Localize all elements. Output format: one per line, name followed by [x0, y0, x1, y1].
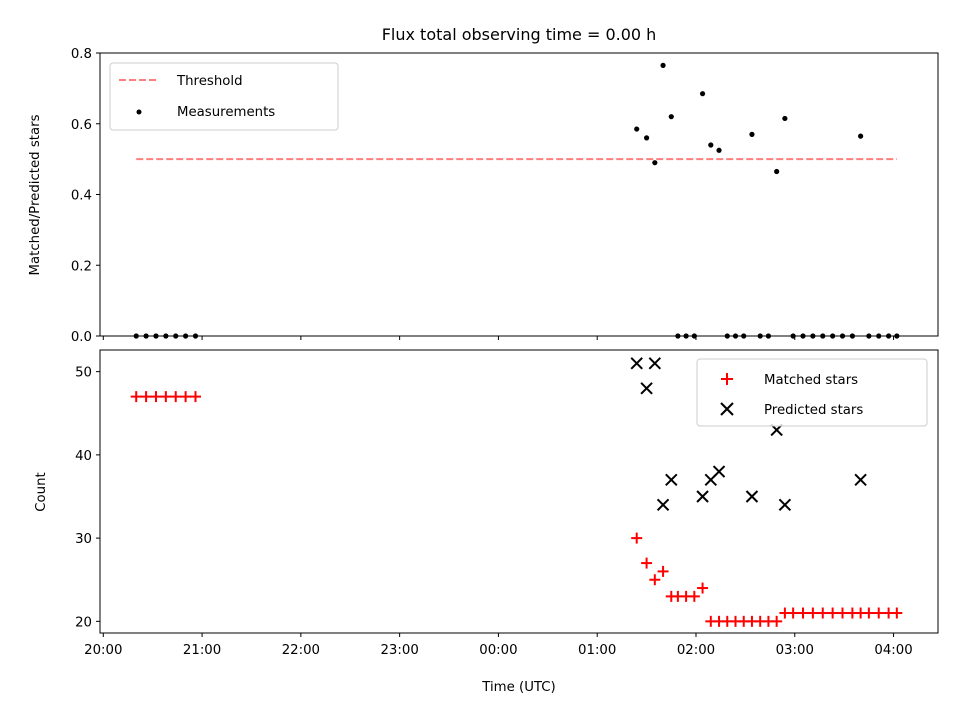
- measurement-point: [660, 62, 666, 68]
- x-tick-label: 22:00: [282, 643, 320, 658]
- predicted-star-point: [640, 382, 653, 395]
- matched-star-point: [130, 391, 142, 403]
- x-tick-label: 23:00: [380, 643, 418, 658]
- matched-star-point: [797, 607, 809, 619]
- matched-star-point: [160, 391, 172, 403]
- matched-star-point: [827, 607, 839, 619]
- legend-predicted-swatch: [720, 402, 734, 416]
- chart-title: Flux total observing time = 0.00 h: [382, 25, 657, 44]
- matched-star-point: [631, 532, 643, 544]
- predicted-star-point: [665, 473, 678, 487]
- measurement-point: [858, 133, 864, 139]
- top-y-tick-label: 0.4: [71, 189, 92, 204]
- top-y-tick-label: 0.2: [71, 259, 92, 274]
- matched-star-point: [189, 391, 201, 403]
- matched-star-point: [837, 607, 849, 619]
- measurement-point: [782, 115, 788, 122]
- matched-star-point: [863, 607, 875, 619]
- bottom-y-tick-label: 30: [75, 532, 92, 547]
- top-y-tick-label: 0.0: [71, 330, 92, 345]
- matched-star-point: [657, 565, 669, 577]
- matched-star-point: [891, 607, 903, 619]
- matched-star-point: [787, 607, 799, 619]
- matched-star-point: [649, 574, 661, 586]
- top-x-ticks: [102, 336, 895, 340]
- legend-threshold-label: Threshold: [176, 74, 243, 89]
- bottom-legend-box: [696, 358, 928, 427]
- top-y-tick-label: 0.8: [71, 47, 92, 62]
- measurement-point: [652, 160, 658, 166]
- measurement-point: [708, 142, 714, 148]
- x-tick-label: 21:00: [183, 643, 221, 658]
- matched-star-point: [140, 391, 152, 403]
- predicted-star-point: [854, 473, 867, 487]
- bottom-y-ticks: 20 30 40 50: [75, 366, 100, 630]
- matched-star-point: [688, 590, 700, 602]
- matched-star-point: [180, 391, 192, 403]
- measurement-point: [668, 114, 674, 120]
- matched-star-point: [697, 582, 709, 594]
- legend-matched-label: Matched stars: [764, 373, 858, 388]
- bottom-y-tick-label: 20: [75, 615, 92, 630]
- predicted-star-point: [745, 490, 759, 503]
- x-tick-label: 20:00: [84, 643, 122, 658]
- matched-star-point: [807, 607, 819, 619]
- matched-star-point: [641, 557, 653, 569]
- bottom-y-tick-label: 50: [75, 366, 92, 381]
- top-axes-frame: [99, 52, 939, 337]
- top-y-tick-label: 0.6: [71, 118, 92, 133]
- bottom-x-ticks: 20:00 21:00 22:00 23:00 00:00 01:00 02:00 03:00…: [84, 633, 913, 658]
- x-tick-label: 04:00: [874, 643, 912, 658]
- matched-star-point: [873, 607, 885, 619]
- top-legend-box: [109, 62, 339, 131]
- predicted-star-point: [712, 465, 726, 478]
- predicted-star-point: [696, 490, 709, 503]
- matched-star-point: [170, 391, 182, 403]
- top-y-axis-label: Matched/Predicted stars: [28, 114, 43, 275]
- bottom-y-axis-label: Count: [34, 472, 49, 512]
- legend-measurements-label: Measurements: [177, 105, 275, 120]
- measurement-point: [643, 135, 650, 141]
- top-panel: 0.00.20.40.60.8 Matched/Predicted stars …: [28, 47, 939, 345]
- bottom-panel: 20 30 40 50 20:00 21:00 22:00 23:00 00:00 01:00 0…: [34, 349, 939, 695]
- measurement-point: [774, 168, 780, 175]
- measurement-point: [749, 131, 755, 137]
- legend-matched-swatch: [721, 373, 733, 385]
- measurement-point: [716, 147, 722, 153]
- legend-measurements-swatch: [136, 109, 142, 115]
- predicted-star-point: [778, 498, 792, 512]
- x-tick-label: 03:00: [776, 643, 814, 658]
- measurement-point: [634, 126, 640, 132]
- matched-stars-series: [130, 391, 903, 627]
- predicted-stars-series: [630, 357, 867, 512]
- matched-star-point: [150, 391, 162, 403]
- matched-star-point: [771, 615, 783, 627]
- predicted-star-point: [656, 498, 670, 512]
- predicted-star-point: [648, 357, 662, 370]
- x-axis-label: Time (UTC): [481, 680, 556, 695]
- x-tick-label: 00:00: [479, 643, 517, 658]
- bottom-legend: Matched stars Predicted stars: [696, 358, 928, 427]
- x-tick-label: 01:00: [578, 643, 616, 658]
- predicted-star-point: [630, 357, 643, 370]
- bottom-y-tick-label: 40: [75, 449, 92, 464]
- bottom-axes-frame: [99, 349, 939, 634]
- top-legend: Threshold Measurements: [109, 62, 339, 131]
- top-y-ticks: 0.0 0.2 0.4 0.6 0.8: [71, 47, 100, 345]
- matched-star-point: [817, 607, 829, 619]
- x-tick-label: 02:00: [677, 643, 715, 658]
- legend-predicted-label: Predicted stars: [764, 403, 863, 418]
- measurement-point: [699, 91, 706, 97]
